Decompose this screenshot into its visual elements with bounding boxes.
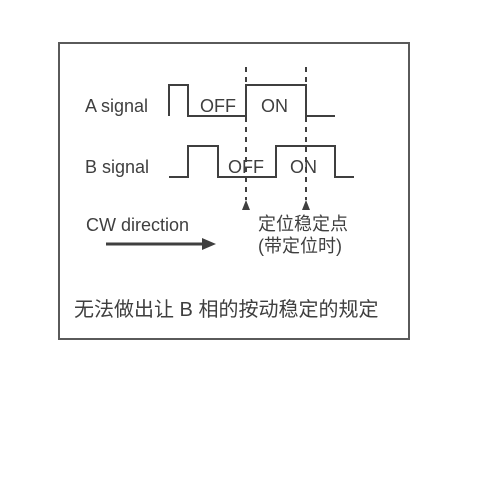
signal-b-off: OFF [228, 157, 264, 178]
diagram-svg [0, 0, 500, 500]
detent-note-line2: (带定位时) [258, 232, 342, 258]
footer-text: 无法做出让 B 相的按动稳定的规定 [74, 293, 378, 322]
canvas: A signal OFF ON B signal OFF ON 定位稳定点 (带… [0, 0, 500, 500]
signal-a-off: OFF [200, 96, 236, 117]
signal-a-on: ON [261, 96, 288, 117]
cw-direction-label: CW direction [86, 215, 189, 236]
signal-b-label: B signal [85, 157, 149, 178]
signal-a-label: A signal [85, 96, 148, 117]
signal-b-on: ON [290, 157, 317, 178]
